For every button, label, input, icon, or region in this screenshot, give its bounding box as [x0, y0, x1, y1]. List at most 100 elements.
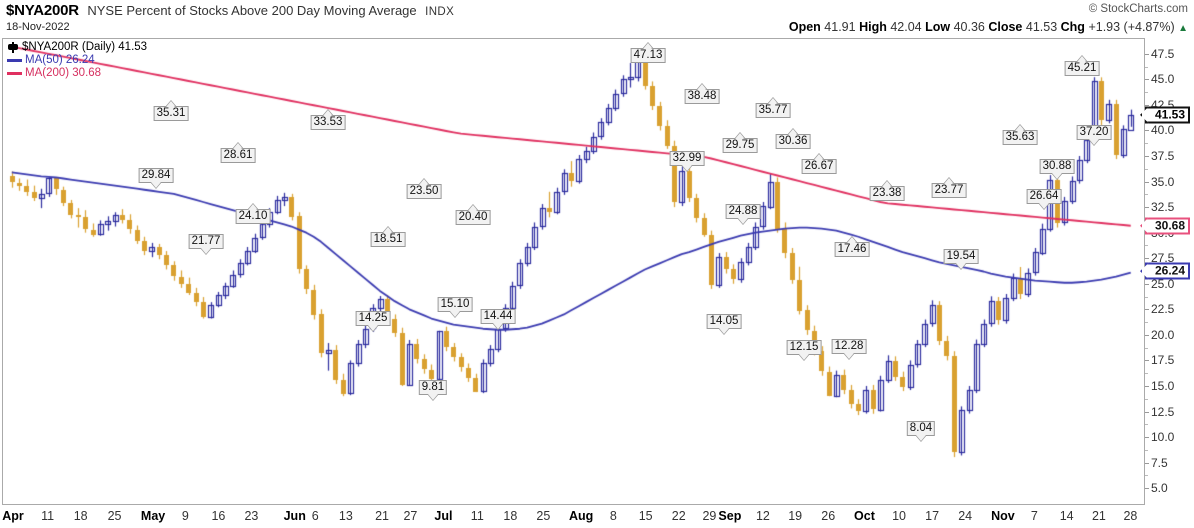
data-callout: 20.40 — [455, 205, 491, 225]
change-value: +1.93 (+4.87%) — [1088, 20, 1175, 34]
chart-plot-area[interactable]: $NYA200R (Daily) 41.53 MA(50) 26.24 MA(2… — [2, 38, 1145, 505]
data-callout: 21.77 — [188, 234, 224, 254]
x-tick-label: Sep — [718, 509, 742, 523]
chart-date: 18-Nov-2022 — [6, 21, 70, 33]
y-highlight-value: 41.53 — [1155, 107, 1186, 122]
x-tick-label: May — [140, 509, 166, 523]
y-tick-mark — [1145, 334, 1149, 336]
data-callout: 18.51 — [370, 227, 406, 247]
data-callout: 30.88 — [1039, 159, 1075, 179]
data-callout: 26.64 — [1026, 189, 1062, 209]
y-highlight-value: 26.24 — [1155, 263, 1186, 278]
data-callout: 29.75 — [722, 133, 758, 153]
x-tick-label: 13 — [338, 509, 353, 523]
y-minor-tick — [1145, 424, 1148, 426]
data-callout: 9.81 — [418, 380, 448, 400]
y-minor-tick — [1145, 92, 1148, 94]
x-tick-label: 8 — [609, 509, 617, 523]
y-tick-mark — [1145, 207, 1149, 209]
x-tick-label: 26 — [821, 509, 836, 523]
legend-ma200-label: MA(200) 30.68 — [25, 67, 102, 79]
open-label: Open — [788, 20, 821, 34]
y-tick-label: 7.5 — [1151, 455, 1168, 470]
data-callout: 8.04 — [906, 421, 936, 441]
y-tick-mark — [1145, 79, 1149, 81]
y-minor-tick — [1145, 194, 1148, 196]
data-callout: 28.61 — [220, 143, 256, 163]
data-callout: 14.05 — [706, 314, 742, 334]
close-value: 41.53 — [1025, 20, 1058, 34]
chart-header: $NYA200R NYSE Percent of Stocks Above 20… — [0, 0, 1194, 38]
data-callout: 23.77 — [931, 178, 967, 198]
data-callout: 24.88 — [725, 204, 761, 224]
y-tick-label: 10.0 — [1151, 430, 1175, 445]
x-tick-label: 25 — [107, 509, 122, 523]
x-tick-label: 6 — [311, 509, 319, 523]
data-callout: 14.25 — [355, 311, 391, 331]
callout-pointer-icon — [844, 353, 854, 359]
data-callout: 19.54 — [943, 249, 979, 269]
y-tick-label: 37.5 — [1151, 149, 1175, 164]
data-callout: 29.84 — [138, 168, 174, 188]
x-tick-label: 16 — [211, 509, 226, 523]
candlestick-icon — [7, 42, 20, 53]
chart-legend: $NYA200R (Daily) 41.53 MA(50) 26.24 MA(2… — [7, 41, 147, 80]
x-tick-label: 7 — [1030, 509, 1038, 523]
callout-pointer-icon — [956, 263, 966, 269]
symbol-ticker: $NYA200R — [6, 2, 79, 19]
y-axis-highlight-ma200: 30.68 — [1140, 217, 1191, 235]
y-minor-tick — [1145, 245, 1148, 247]
x-tick-label: 24 — [958, 509, 973, 523]
callout-pointer-icon — [719, 328, 729, 334]
y-tick-mark — [1145, 104, 1149, 106]
close-label: Close — [988, 20, 1023, 34]
change-label: Chg — [1060, 20, 1085, 34]
high-label: High — [859, 20, 887, 34]
y-axis-highlight-ma50: 26.24 — [1140, 262, 1191, 280]
x-tick-label: Aug — [568, 509, 594, 523]
change-up-arrow: ▲ — [1178, 23, 1188, 34]
y-tick-label: 22.5 — [1151, 302, 1175, 317]
data-callout: 24.10 — [235, 204, 271, 224]
y-tick-mark — [1145, 53, 1149, 55]
x-tick-label: 15 — [638, 509, 653, 523]
data-callout: 35.63 — [1002, 125, 1038, 145]
y-tick-mark — [1145, 488, 1149, 490]
x-tick-label: Apr — [2, 509, 24, 523]
callout-pointer-icon — [151, 182, 161, 188]
ohlc-summary: Open 41.91 High 42.04 Low 40.36 Close 41… — [789, 20, 1188, 34]
x-tick-label: 23 — [244, 509, 259, 523]
y-tick-mark — [1145, 385, 1149, 387]
callout-pointer-icon — [201, 248, 211, 254]
callout-pointer-icon — [799, 354, 809, 360]
x-tick-label: 21 — [1091, 509, 1106, 523]
price-candlestick-canvas — [3, 39, 1144, 504]
y-tick-label: 32.5 — [1151, 200, 1175, 215]
open-value: 41.91 — [824, 20, 856, 34]
x-tick-label: 12 — [755, 509, 770, 523]
x-tick-label: 28 — [1123, 509, 1138, 523]
y-highlight-value: 30.68 — [1155, 218, 1186, 233]
y-tick-mark — [1145, 181, 1149, 183]
y-tick-mark — [1145, 437, 1149, 439]
y-tick-label: 15.0 — [1151, 378, 1175, 393]
y-minor-tick — [1145, 373, 1148, 375]
ma50-color-swatch-icon — [7, 59, 22, 62]
legend-price-label: $NYA200R (Daily) 41.53 — [22, 41, 148, 53]
data-callout: 12.15 — [786, 340, 822, 360]
x-tick-label: 11 — [41, 509, 55, 523]
x-tick-label: 19 — [788, 509, 803, 523]
x-tick-label: 9 — [181, 509, 189, 523]
y-minor-tick — [1145, 449, 1148, 451]
data-callout: 35.77 — [755, 98, 791, 118]
x-tick-label: 10 — [892, 509, 906, 523]
low-label: Low — [925, 20, 951, 34]
callout-pointer-icon — [738, 218, 748, 224]
x-tick-label: 18 — [503, 509, 518, 523]
data-callout: 35.31 — [153, 101, 189, 121]
callout-pointer-icon — [427, 394, 438, 400]
x-tick-label: 29 — [702, 509, 717, 523]
y-tick-label: 40.0 — [1151, 123, 1175, 138]
data-callout: 15.10 — [437, 297, 473, 317]
callout-pointer-icon — [1052, 173, 1062, 179]
